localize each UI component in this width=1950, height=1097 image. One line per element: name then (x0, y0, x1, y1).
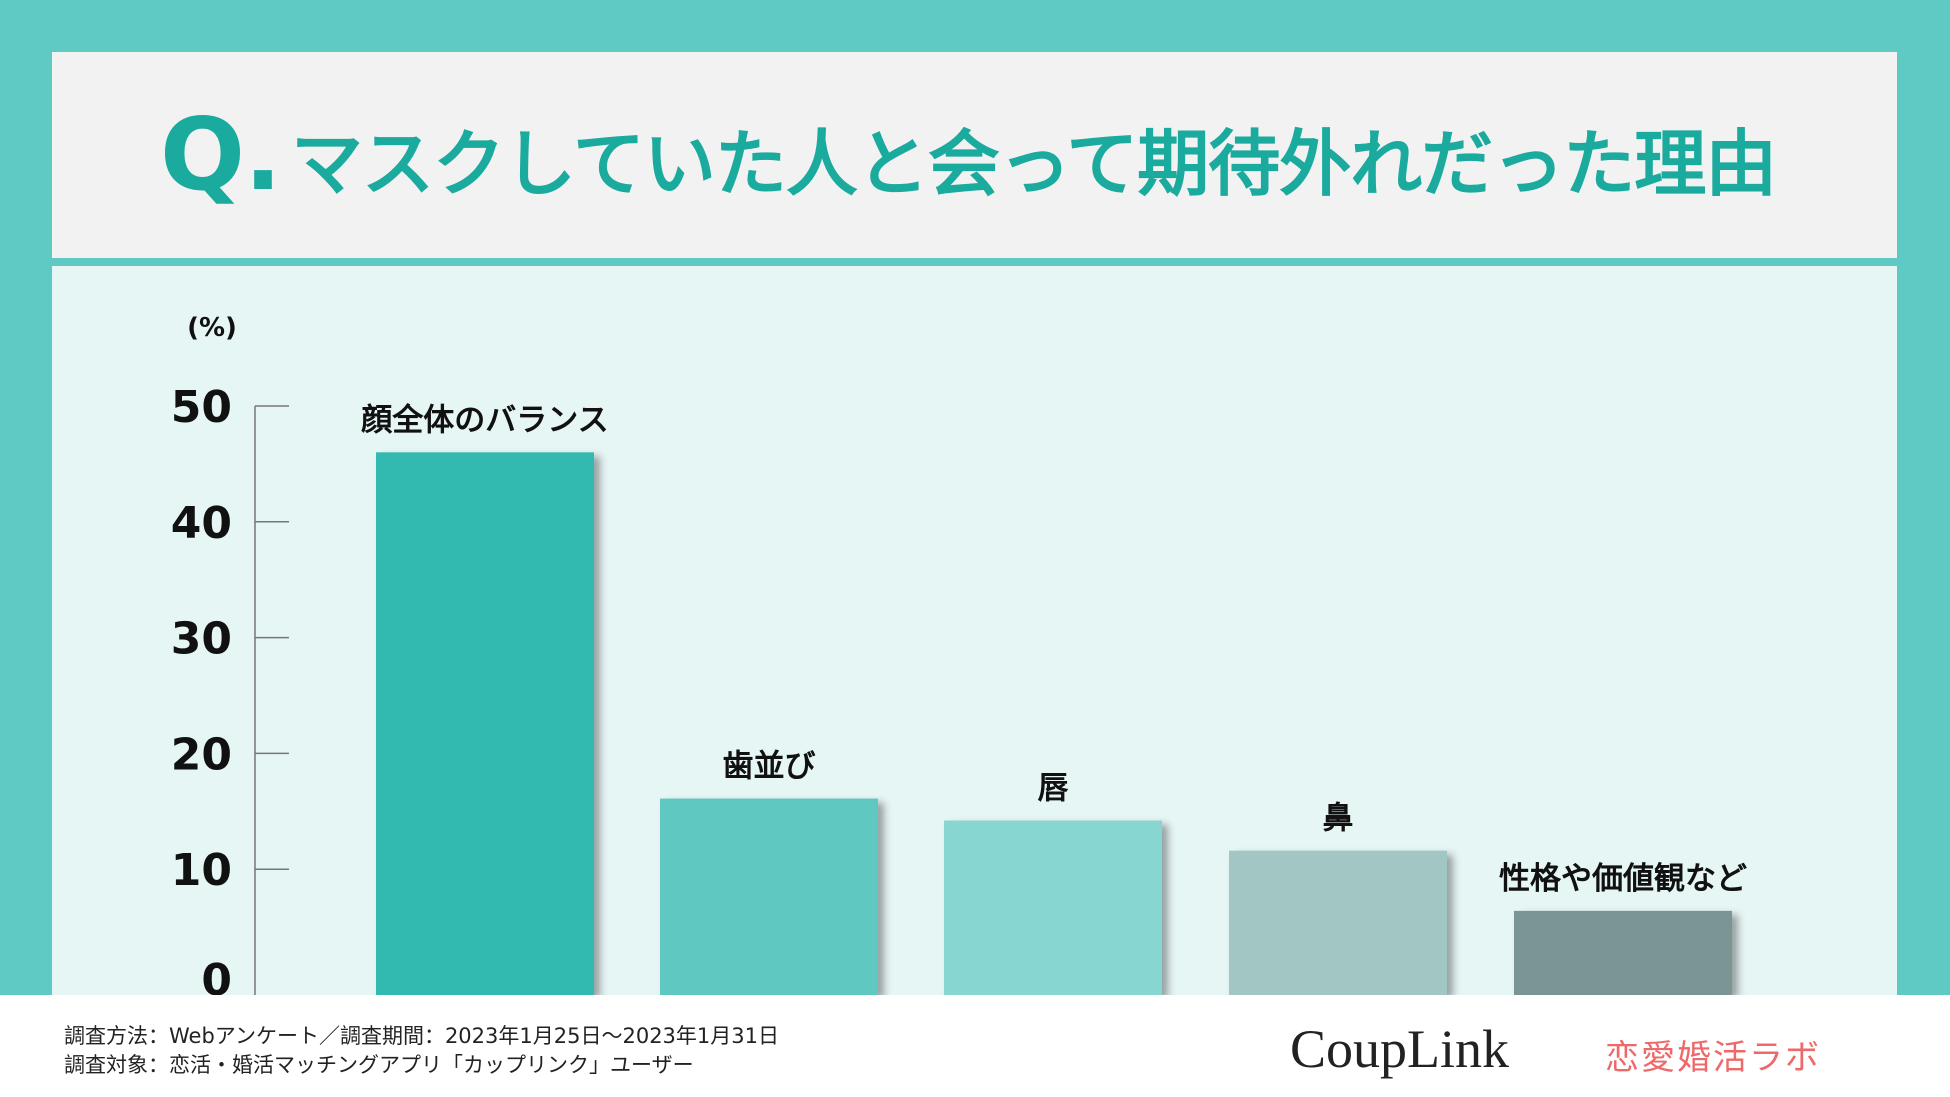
y-tick-label: 20 (171, 729, 232, 780)
bar (1229, 850, 1447, 995)
bar-label: 唇 (1038, 771, 1069, 807)
y-tick-label: 50 (171, 382, 232, 433)
bar-label: 顔全体のバランス (361, 402, 608, 438)
bar-label: 性格や価値観など (1499, 861, 1747, 897)
y-tick-label: 40 (171, 498, 232, 549)
footer (0, 995, 1950, 1097)
bar-label: 鼻 (1323, 801, 1354, 837)
couplink-logo: CoupLink (1290, 1019, 1510, 1079)
y-tick-label: 30 (171, 614, 232, 665)
title-text: マスクしていた人と会って期待外れだった理由 (291, 122, 1777, 206)
chart-title: Q. マスクしていた人と会って期待外れだった理由 (160, 96, 1777, 213)
survey-target: 調査対象：恋活・婚活マッチングアプリ「カップリンク」ユーザー (64, 1053, 694, 1077)
bar (944, 820, 1162, 995)
bar (1514, 910, 1732, 995)
title-panel (52, 52, 1897, 258)
title-prefix: Q. (160, 96, 282, 213)
y-tick-label: 10 (171, 845, 232, 896)
survey-method: 調査方法：Webアンケート／調査期間：2023年1月25日〜2023年1月31日 (64, 1024, 779, 1048)
bar-label: 歯並び (723, 749, 816, 785)
lab-logo: 恋愛婚活ラボ (1605, 1038, 1821, 1078)
y-axis-unit: (%) (187, 313, 237, 343)
bar (660, 798, 878, 995)
bar (376, 452, 594, 995)
